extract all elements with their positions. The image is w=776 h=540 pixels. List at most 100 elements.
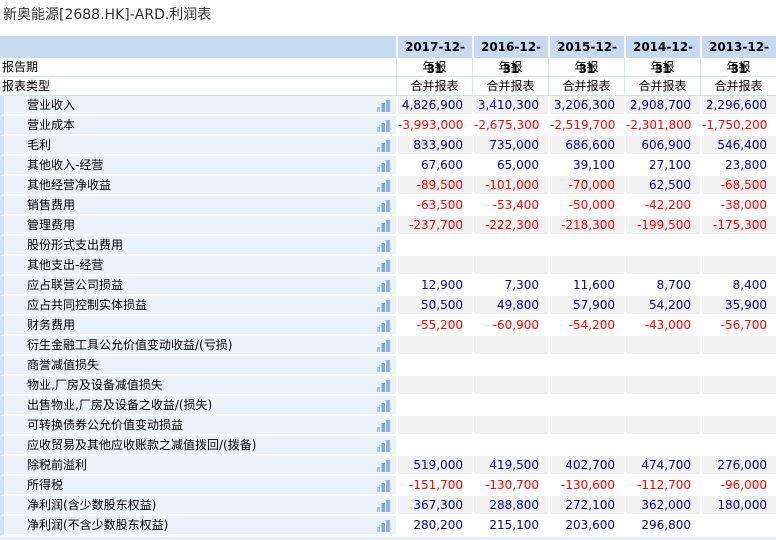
value-cell: 606,900	[624, 136, 700, 156]
value-cell: 39,100	[548, 156, 624, 176]
bar-chart-icon[interactable]	[377, 439, 391, 452]
row-label: 营业收入	[27, 98, 76, 112]
value-cell: 546,400	[700, 136, 776, 156]
value-cell: -55,200	[396, 316, 472, 336]
income-statement-table: 2017-12-31 2016-12-31 2015-12-31 2014-12-31…	[0, 36, 776, 536]
value-cell: 23,800	[700, 156, 776, 176]
bar-chart-icon[interactable]	[377, 499, 391, 512]
value-cell	[624, 396, 700, 416]
value-cell	[700, 256, 776, 276]
bar-chart-icon[interactable]	[377, 519, 391, 532]
row-label-cell: 应收贸易及其他应收账款之减值拨回/(拨备)	[0, 436, 396, 456]
value-cell	[624, 416, 700, 436]
value-cell	[396, 376, 472, 396]
value-cell: 686,600	[548, 136, 624, 156]
bar-chart-icon[interactable]	[377, 279, 391, 292]
row-label-cell: 净利润(不含少数股东权益)	[0, 516, 396, 536]
value-cell	[700, 336, 776, 356]
value-cell	[624, 436, 700, 456]
meta-value-cell: 年报	[548, 58, 624, 76]
value-cell: 735,000	[472, 136, 548, 156]
row-label: 销售费用	[27, 198, 76, 212]
row-label: 商誉减值损失	[27, 358, 100, 372]
bar-chart-icon[interactable]	[377, 259, 391, 272]
column-header-2016-12-31: 2016-12-31	[472, 36, 548, 76]
value-cell	[472, 256, 548, 276]
value-cell: 12,900	[396, 276, 472, 296]
value-cell: 367,300	[396, 496, 472, 516]
value-cell	[700, 236, 776, 256]
table-row: 可转换债券公允价值变动损益	[0, 416, 776, 436]
bar-chart-icon[interactable]	[377, 319, 391, 332]
value-cell	[624, 356, 700, 376]
row-label: 其他经营净收益	[27, 178, 112, 192]
bar-chart-icon[interactable]	[377, 219, 391, 232]
meta-value-cell: 年报	[700, 58, 776, 76]
value-cell: -2,675,300	[472, 116, 548, 136]
bar-chart-icon[interactable]	[377, 159, 391, 172]
bar-chart-icon[interactable]	[377, 299, 391, 312]
meta-row: 报告期 年报 年报 年报 年报 年报	[0, 58, 776, 77]
bar-chart-icon[interactable]	[377, 379, 391, 392]
table-row: 毛利 833,900 735,000 686,600 606,900 546,400	[0, 136, 776, 156]
bar-chart-icon[interactable]	[377, 339, 391, 352]
value-cell: 362,000	[624, 496, 700, 516]
bar-chart-icon[interactable]	[377, 459, 391, 472]
value-cell: -63,500	[396, 196, 472, 216]
row-label: 应占联营公司损益	[27, 278, 124, 292]
bar-chart-icon[interactable]	[377, 99, 391, 112]
row-label-cell: 除税前溢利	[0, 456, 396, 476]
table-row: 商誉减值损失	[0, 356, 776, 376]
value-cell	[700, 396, 776, 416]
value-cell: -2,301,800	[624, 116, 700, 136]
table-header-row: 2017-12-31 2016-12-31 2015-12-31 2014-12-31…	[0, 36, 776, 76]
value-cell	[472, 336, 548, 356]
bar-chart-icon[interactable]	[377, 179, 391, 192]
meta-value-cell: 合并报表	[624, 77, 700, 95]
row-label: 营业成本	[27, 118, 76, 132]
value-cell: 54,200	[624, 296, 700, 316]
next-row-sliver	[0, 537, 776, 540]
value-cell: 833,900	[396, 136, 472, 156]
bar-chart-icon[interactable]	[377, 199, 391, 212]
value-cell: -130,600	[548, 476, 624, 496]
value-cell: -3,993,000	[396, 116, 472, 136]
value-cell: -175,300	[700, 216, 776, 236]
row-label-cell: 所得税	[0, 476, 396, 496]
value-cell: 215,100	[472, 516, 548, 536]
bar-chart-icon[interactable]	[377, 399, 391, 412]
table-row: 应占联营公司损益 12,900 7,300 11,600 8,700 8,400	[0, 276, 776, 296]
value-cell: 50,500	[396, 296, 472, 316]
value-cell	[472, 236, 548, 256]
bar-chart-icon[interactable]	[377, 239, 391, 252]
column-header-2014-12-31: 2014-12-31	[624, 36, 700, 76]
bar-chart-icon[interactable]	[377, 119, 391, 132]
value-cell: -89,500	[396, 176, 472, 196]
bar-chart-icon[interactable]	[377, 479, 391, 492]
value-cell	[396, 436, 472, 456]
bar-chart-icon[interactable]	[377, 139, 391, 152]
value-cell: 280,200	[396, 516, 472, 536]
value-cell: -56,700	[700, 316, 776, 336]
table-row: 出售物业,厂房及设备之收益/(损失)	[0, 396, 776, 416]
value-cell: 419,500	[472, 456, 548, 476]
row-label: 管理费用	[27, 218, 76, 232]
bar-chart-icon[interactable]	[377, 419, 391, 432]
table-row: 其他经营净收益 -89,500 -101,000 -70,000 62,500 -68,5…	[0, 176, 776, 196]
row-label: 应收贸易及其他应收账款之减值拨回/(拨备)	[27, 438, 257, 452]
table-row: 物业,厂房及设备减值损失	[0, 376, 776, 396]
meta-value-cell: 合并报表	[472, 77, 548, 95]
value-cell	[548, 416, 624, 436]
value-cell: -130,700	[472, 476, 548, 496]
value-cell: 49,800	[472, 296, 548, 316]
value-cell	[548, 436, 624, 456]
value-cell: 519,000	[396, 456, 472, 476]
bar-chart-icon[interactable]	[377, 359, 391, 372]
value-cell: 8,700	[624, 276, 700, 296]
value-cell: -50,000	[548, 196, 624, 216]
row-label-cell: 其他支出-经营	[0, 256, 396, 276]
value-cell	[396, 336, 472, 356]
meta-value-cell: 合并报表	[548, 77, 624, 95]
value-cell	[472, 396, 548, 416]
value-cell: 35,900	[700, 296, 776, 316]
